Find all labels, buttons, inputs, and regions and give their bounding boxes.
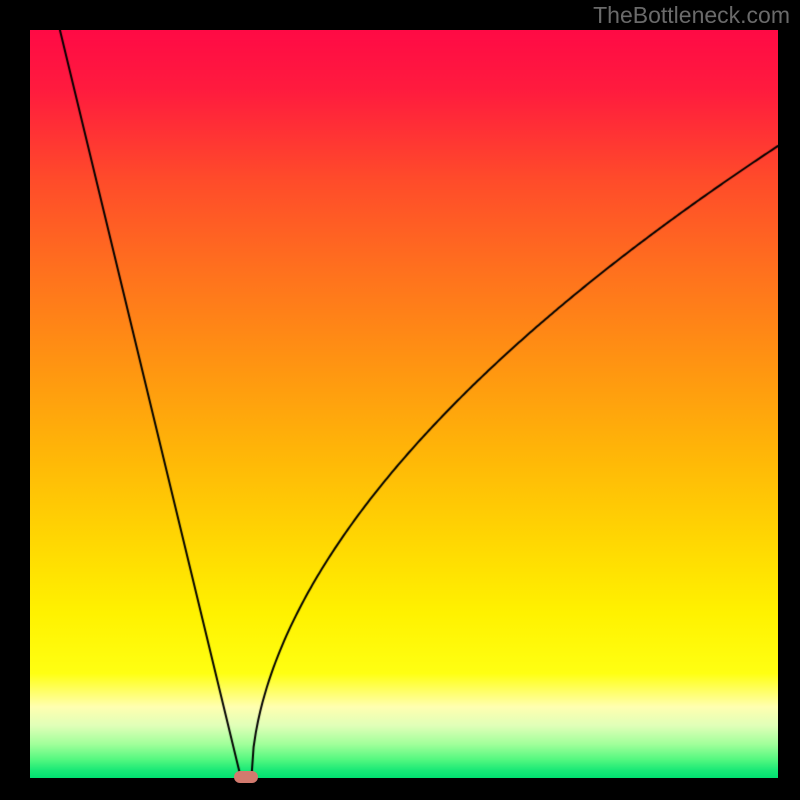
optimum-marker — [234, 771, 258, 783]
watermark-text: TheBottleneck.com — [593, 2, 790, 29]
chart-container: TheBottleneck.com — [0, 0, 800, 800]
bottleneck-curve — [30, 30, 778, 778]
plot-area — [30, 30, 778, 778]
